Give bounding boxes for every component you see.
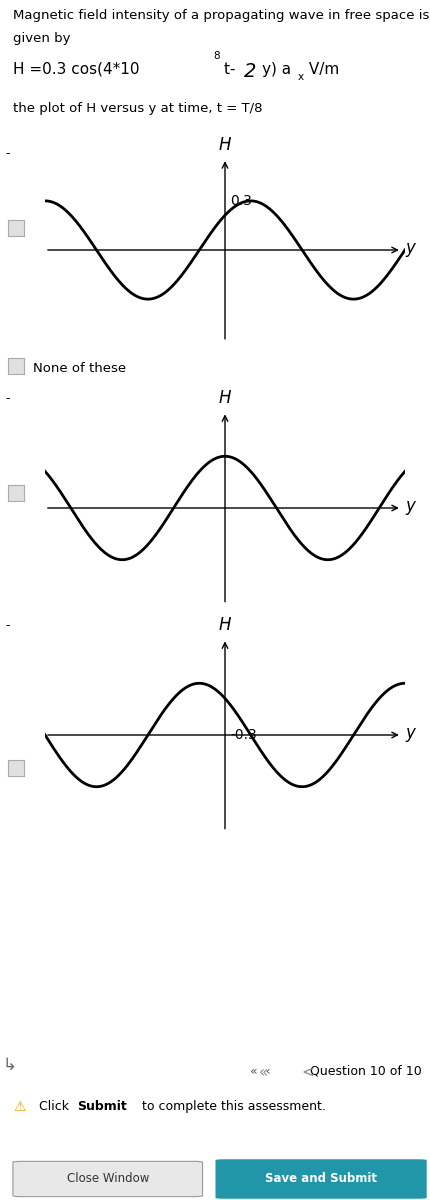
Text: ⚠: ⚠ xyxy=(13,1100,25,1114)
Text: 8: 8 xyxy=(213,50,219,61)
Text: 0.3-: 0.3- xyxy=(229,194,256,208)
Text: $H$: $H$ xyxy=(218,136,231,154)
Text: -: - xyxy=(5,619,9,632)
Text: V/m: V/m xyxy=(303,61,338,77)
Text: <: < xyxy=(301,1066,314,1080)
Text: 2: 2 xyxy=(244,61,256,80)
FancyBboxPatch shape xyxy=(13,1162,202,1196)
FancyBboxPatch shape xyxy=(215,1159,426,1199)
Text: -0.3: -0.3 xyxy=(229,728,256,742)
Text: Magnetic field intensity of a propagating wave in free space is: Magnetic field intensity of a propagatin… xyxy=(13,10,428,22)
Text: x: x xyxy=(297,72,303,83)
Text: $H$: $H$ xyxy=(218,389,231,407)
Text: $y$: $y$ xyxy=(404,726,417,744)
Text: «  ‹: « ‹ xyxy=(249,1066,270,1078)
Text: given by: given by xyxy=(13,32,70,44)
Text: «: « xyxy=(258,1066,267,1080)
Text: -: - xyxy=(5,148,9,161)
Text: y) a: y) a xyxy=(261,61,290,77)
Text: Close Window: Close Window xyxy=(66,1172,149,1186)
Text: to complete this assessment.: to complete this assessment. xyxy=(138,1100,325,1114)
Text: Question 10 of 10: Question 10 of 10 xyxy=(310,1066,421,1078)
Text: Click: Click xyxy=(39,1100,73,1114)
Text: $y$: $y$ xyxy=(404,499,417,517)
Text: $y$: $y$ xyxy=(404,241,417,259)
Text: Submit: Submit xyxy=(77,1100,127,1114)
Text: $H$: $H$ xyxy=(218,616,231,634)
Text: the plot of H versus y at time, t = T/8: the plot of H versus y at time, t = T/8 xyxy=(13,102,262,115)
Text: -: - xyxy=(5,392,9,406)
Text: H =0.3 cos(4*10: H =0.3 cos(4*10 xyxy=(13,61,139,77)
Text: Save and Submit: Save and Submit xyxy=(264,1172,376,1186)
Text: t-: t- xyxy=(224,61,240,77)
Text: ↳: ↳ xyxy=(3,1056,17,1074)
Text: None of these: None of these xyxy=(33,361,126,374)
